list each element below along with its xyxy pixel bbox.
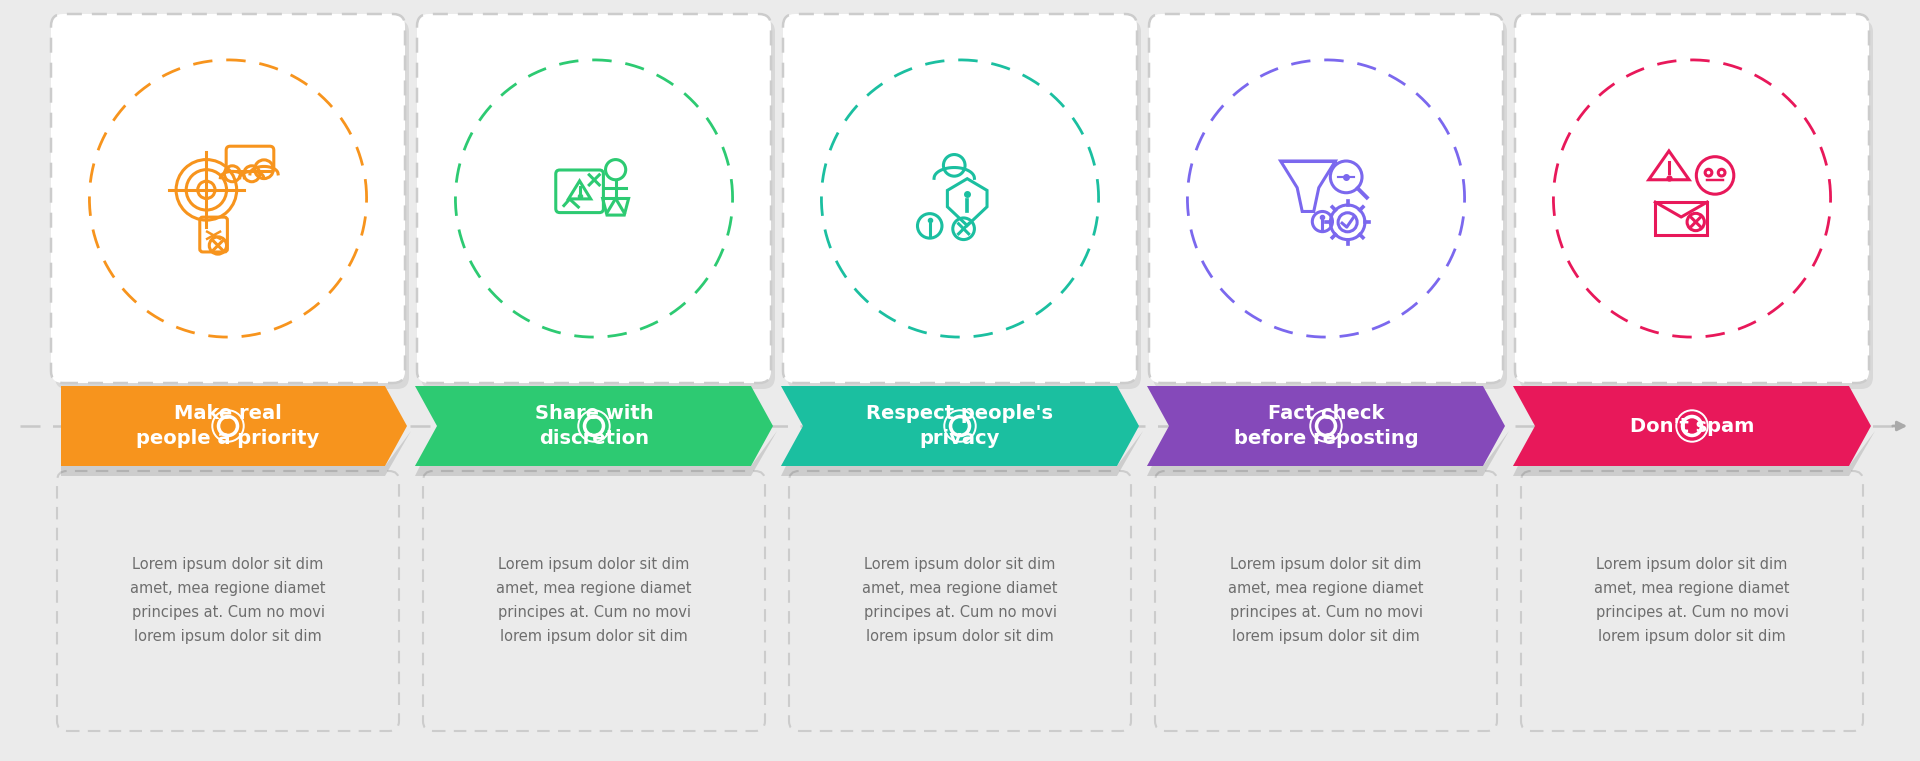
Polygon shape — [61, 431, 411, 476]
Polygon shape — [781, 386, 1139, 466]
Circle shape — [578, 410, 611, 442]
Text: Lorem ipsum dolor sit dim
amet, mea regione diamet
principes at. Cum no movi
lor: Lorem ipsum dolor sit dim amet, mea regi… — [495, 558, 691, 645]
Text: Make real
people a priority: Make real people a priority — [136, 404, 319, 447]
Text: Share with
discretion: Share with discretion — [534, 404, 653, 447]
Circle shape — [1319, 419, 1332, 433]
Polygon shape — [415, 386, 774, 466]
Polygon shape — [1146, 386, 1505, 466]
Polygon shape — [1146, 431, 1509, 476]
FancyBboxPatch shape — [417, 14, 772, 383]
FancyBboxPatch shape — [1154, 20, 1507, 389]
Circle shape — [1309, 410, 1342, 442]
Circle shape — [1686, 419, 1699, 433]
FancyBboxPatch shape — [787, 20, 1140, 389]
FancyBboxPatch shape — [1519, 20, 1874, 389]
Circle shape — [221, 419, 234, 433]
Circle shape — [588, 419, 601, 433]
FancyBboxPatch shape — [52, 14, 405, 383]
Polygon shape — [781, 431, 1142, 476]
FancyBboxPatch shape — [56, 20, 409, 389]
FancyBboxPatch shape — [1515, 14, 1868, 383]
Text: Fact check
before reposting: Fact check before reposting — [1235, 404, 1419, 447]
Polygon shape — [415, 431, 778, 476]
Circle shape — [952, 419, 968, 433]
Text: Lorem ipsum dolor sit dim
amet, mea regione diamet
principes at. Cum no movi
lor: Lorem ipsum dolor sit dim amet, mea regi… — [1594, 558, 1789, 645]
Text: Respect people's
privacy: Respect people's privacy — [866, 404, 1054, 447]
Polygon shape — [1513, 386, 1870, 466]
Circle shape — [945, 410, 975, 442]
Circle shape — [211, 410, 244, 442]
Text: Don't spam: Don't spam — [1630, 416, 1755, 435]
FancyBboxPatch shape — [1148, 14, 1503, 383]
Polygon shape — [1513, 431, 1876, 476]
Text: Lorem ipsum dolor sit dim
amet, mea regione diamet
principes at. Cum no movi
lor: Lorem ipsum dolor sit dim amet, mea regi… — [131, 558, 326, 645]
Circle shape — [1676, 410, 1709, 442]
Text: Lorem ipsum dolor sit dim
amet, mea regione diamet
principes at. Cum no movi
lor: Lorem ipsum dolor sit dim amet, mea regi… — [1229, 558, 1425, 645]
Polygon shape — [61, 386, 407, 466]
Text: Lorem ipsum dolor sit dim
amet, mea regione diamet
principes at. Cum no movi
lor: Lorem ipsum dolor sit dim amet, mea regi… — [862, 558, 1058, 645]
FancyBboxPatch shape — [783, 14, 1137, 383]
FancyBboxPatch shape — [420, 20, 776, 389]
